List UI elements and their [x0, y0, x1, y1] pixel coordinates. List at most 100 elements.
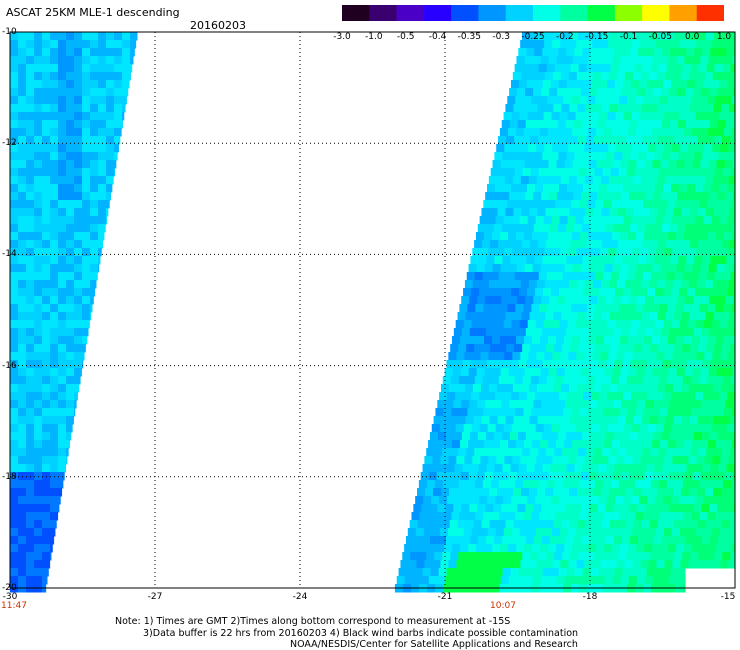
- swath-cell: [581, 536, 591, 545]
- swath-cell: [576, 176, 586, 185]
- swath-cell: [581, 120, 591, 129]
- swath-cell: [522, 376, 532, 385]
- swath-cell: [82, 184, 91, 193]
- swath-cell: [622, 256, 631, 265]
- swath-cell: [98, 240, 104, 249]
- swath-cell: [661, 120, 671, 129]
- swath-cell: [461, 296, 470, 305]
- swath-cell: [42, 544, 51, 553]
- swath-cell: [10, 320, 19, 329]
- swath-cell: [622, 360, 631, 369]
- swath-cell: [50, 512, 59, 521]
- swath-cell: [438, 464, 448, 473]
- swath-cell: [537, 520, 547, 529]
- swath-cell: [647, 424, 657, 433]
- swath-cell: [646, 80, 656, 89]
- swath-cell: [635, 512, 644, 521]
- swath-cell: [668, 472, 678, 481]
- swath-cell: [575, 496, 584, 505]
- swath-cell: [499, 128, 509, 137]
- swath-cell: [571, 408, 580, 417]
- swath-cell: [503, 112, 513, 121]
- swath-cell: [690, 64, 700, 73]
- swath-cell: [724, 336, 733, 345]
- swath-cell: [498, 240, 507, 249]
- swath-cell: [496, 248, 505, 257]
- colorbar-label: -0.5: [396, 32, 415, 42]
- swath-cell: [491, 304, 500, 313]
- swath-cell: [26, 200, 35, 209]
- swath-cell: [526, 568, 536, 577]
- swath-cell: [494, 568, 504, 577]
- swath-cell: [50, 352, 59, 361]
- swath-cell: [58, 464, 67, 473]
- swath-cell: [90, 88, 99, 97]
- swath-cell: [547, 200, 556, 209]
- swath-cell: [521, 208, 530, 217]
- swath-cell: [600, 72, 610, 81]
- swath-cell: [443, 408, 452, 417]
- swath-cell: [619, 232, 629, 241]
- swath-cell: [26, 544, 35, 553]
- swath-cell: [649, 208, 658, 217]
- swath-cell: [553, 488, 562, 497]
- swath-cell: [463, 392, 472, 401]
- swath-cell: [699, 128, 709, 137]
- swath-cell: [34, 40, 43, 49]
- swath-cell: [431, 424, 441, 433]
- swath-cell: [458, 552, 467, 561]
- swath-cell: [58, 248, 67, 257]
- swath-cell: [595, 200, 604, 209]
- swath-cell: [694, 256, 703, 265]
- swath-cell: [708, 368, 718, 377]
- swath-cell: [26, 56, 35, 65]
- swath-cell: [715, 200, 724, 209]
- swath-cell: [671, 392, 680, 401]
- swath-cell: [682, 552, 691, 561]
- swath-cell: [82, 32, 91, 41]
- swath-cell: [535, 320, 545, 329]
- swath-cell: [610, 448, 619, 457]
- swath-cell: [699, 96, 708, 105]
- swath-cell: [479, 392, 488, 401]
- swath-cell: [633, 416, 643, 425]
- swath-cell: [42, 168, 51, 177]
- swath-cell: [18, 488, 27, 497]
- swath-cell: [42, 224, 51, 233]
- swath-cell: [34, 432, 43, 441]
- swath-cell: [644, 544, 653, 553]
- swath-cell: [42, 280, 51, 289]
- swath-cell: [504, 352, 513, 361]
- swath-cell: [458, 448, 467, 457]
- swath-cell: [620, 368, 630, 377]
- swath-cell: [596, 368, 606, 377]
- swath-cell: [492, 576, 502, 585]
- swath-cell: [538, 168, 548, 177]
- swath-cell: [597, 536, 607, 545]
- swath-cell: [517, 328, 527, 337]
- swath-cell: [10, 376, 19, 385]
- swath-cell: [601, 104, 610, 113]
- swath-cell: [592, 560, 601, 569]
- swath-cell: [624, 280, 634, 289]
- swath-cell: [34, 240, 43, 249]
- swath-cell: [540, 544, 549, 553]
- swath-cell: [610, 344, 619, 353]
- swath-cell: [589, 120, 599, 129]
- pass-time-label: 10:07: [490, 601, 516, 611]
- swath-cell: [621, 120, 631, 129]
- swath-cell: [563, 512, 572, 521]
- swath-cell: [42, 104, 51, 113]
- swath-cell: [468, 472, 478, 481]
- swath-cell: [691, 96, 700, 105]
- swath-cell: [718, 152, 727, 161]
- swath-cell: [637, 400, 646, 409]
- swath-cell: [704, 384, 714, 393]
- swath-cell: [50, 216, 59, 225]
- swath-cell: [620, 56, 629, 65]
- swath-cell: [531, 304, 540, 313]
- swath-cell: [641, 208, 650, 217]
- swath-cell: [519, 424, 529, 433]
- swath-cell: [18, 128, 27, 137]
- swath-cell: [10, 280, 19, 289]
